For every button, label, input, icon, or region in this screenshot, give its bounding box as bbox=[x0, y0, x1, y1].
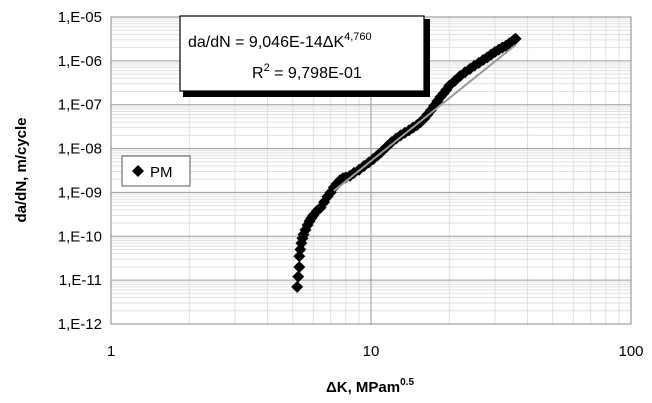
y-tick-label: 1,E-10 bbox=[58, 228, 102, 245]
trendline-equation: da/dN = 9,046E-14ΔK4,760 bbox=[188, 31, 372, 51]
y-tick-label: 1,E-11 bbox=[59, 272, 102, 289]
y-tick-label: 1,E-07 bbox=[58, 97, 102, 114]
equation-exponent: 4,760 bbox=[344, 31, 372, 43]
y-axis-title: da/dN, m/cycle bbox=[13, 117, 30, 222]
y-tick-label: 1,E-08 bbox=[58, 141, 102, 158]
x-tick-label: 10 bbox=[363, 343, 380, 360]
y-tick-label: 1,E-05 bbox=[58, 9, 102, 26]
x-axis-title-main: ΔK, MPam bbox=[326, 379, 400, 396]
x-axis-title-exponent: 0.5 bbox=[400, 377, 414, 388]
legend: PM bbox=[122, 156, 190, 186]
y-tick-label: 1,E-06 bbox=[58, 53, 102, 70]
legend-label-pm: PM bbox=[150, 164, 173, 181]
equation-main: da/dN = 9,046E-14ΔK bbox=[188, 34, 344, 51]
r2-label: R bbox=[252, 65, 264, 82]
x-tick-label: 100 bbox=[618, 343, 643, 360]
x-tick-label: 1 bbox=[107, 343, 115, 360]
r2-number: = 9,798E-01 bbox=[270, 65, 362, 82]
y-tick-label: 1,E-09 bbox=[58, 184, 102, 201]
y-tick-label: 1,E-12 bbox=[58, 316, 102, 333]
equation-box: da/dN = 9,046E-14ΔK4,760 R2 = 9,798E-01 bbox=[180, 16, 430, 97]
